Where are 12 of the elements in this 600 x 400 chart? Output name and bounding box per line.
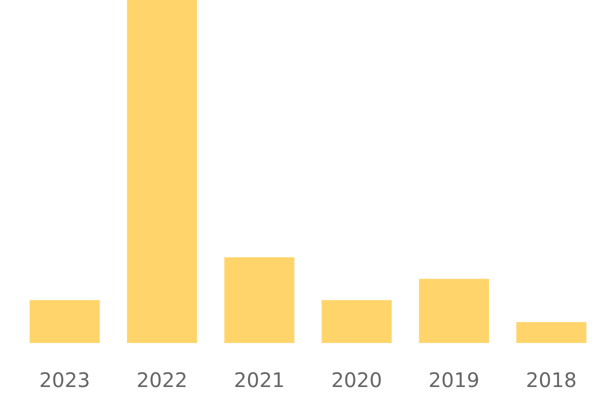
bar [322,300,392,343]
x-tick-label: 2018 [526,368,577,392]
bar [126,0,198,343]
x-tick-label: 2020 [331,368,382,392]
bar [30,300,100,343]
x-tick-label: 2022 [136,368,188,392]
x-tick-label: 2021 [234,368,285,392]
bar [516,322,586,343]
x-tick-label: 2023 [39,368,90,392]
bar [418,278,490,343]
x-tick-label: 2019 [428,368,480,392]
bar [224,257,294,343]
